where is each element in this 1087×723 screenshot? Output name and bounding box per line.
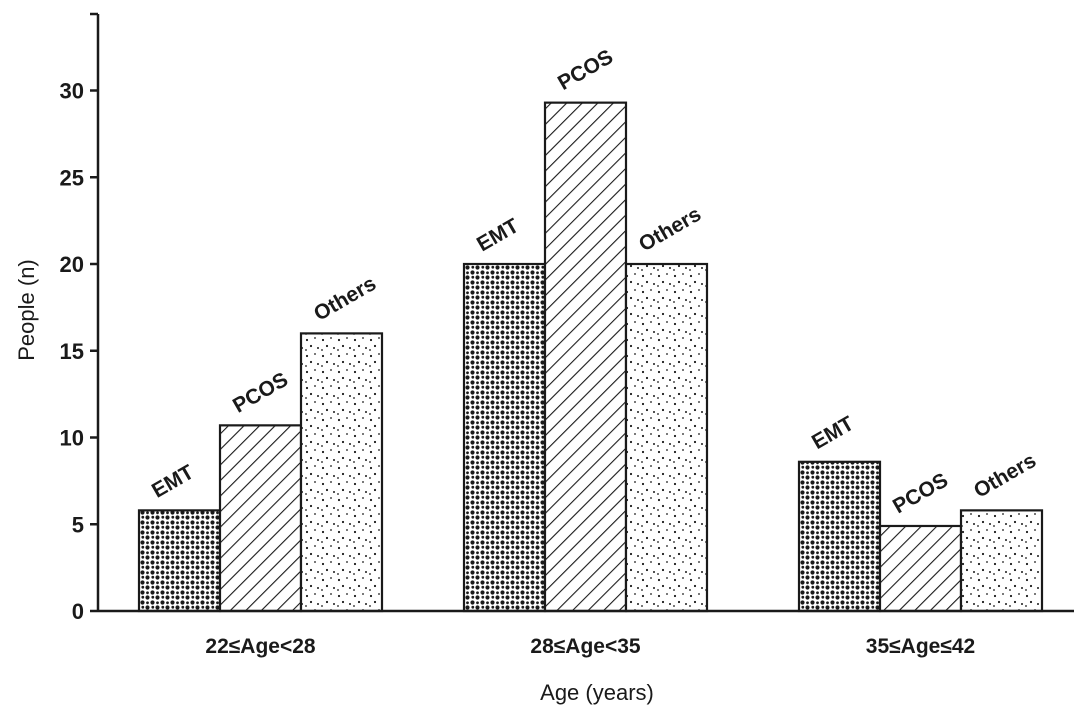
bar-pcos: [218, 424, 303, 613]
bar-others: [299, 332, 384, 613]
y-tick-label: 20: [60, 252, 84, 277]
bars-group: [137, 101, 1044, 613]
bar-emt: [137, 509, 222, 613]
y-tick-label: 30: [60, 79, 84, 104]
bar-label-emt: EMT: [473, 214, 523, 256]
y-tick-label: 25: [60, 165, 84, 190]
bar-label-others: Others: [970, 449, 1040, 503]
bar-pcos: [543, 101, 628, 613]
bar-label-pcos: PCOS: [229, 368, 292, 418]
bar-label-emt: EMT: [148, 461, 198, 503]
y-tick-label: 5: [72, 512, 84, 537]
bar-label-others: Others: [635, 203, 705, 257]
y-axis-title: People (n): [14, 259, 39, 361]
bar-label-pcos: PCOS: [889, 469, 952, 519]
x-category-label: 35≤Age≤42: [866, 635, 975, 658]
bar-emt: [797, 460, 882, 613]
y-axis: 0 5 10 15 20 25 30: [60, 12, 100, 624]
y-tick-label: 15: [60, 339, 84, 364]
bar-others: [959, 509, 1044, 613]
y-tick-label: 10: [60, 426, 84, 451]
bar-others: [624, 262, 709, 613]
x-axis: 22≤Age<28 28≤Age<35 35≤Age≤42: [98, 609, 1074, 658]
bar-emt: [462, 262, 547, 613]
x-axis-title: Age (years): [540, 680, 654, 705]
y-tick-label: 0: [72, 599, 84, 624]
bar-pcos: [878, 524, 963, 613]
bar-label-pcos: PCOS: [554, 45, 617, 95]
bar-label-others: Others: [310, 272, 380, 326]
x-category-label: 22≤Age<28: [205, 635, 315, 658]
bar-label-emt: EMT: [808, 412, 858, 454]
x-category-label: 28≤Age<35: [530, 635, 640, 658]
